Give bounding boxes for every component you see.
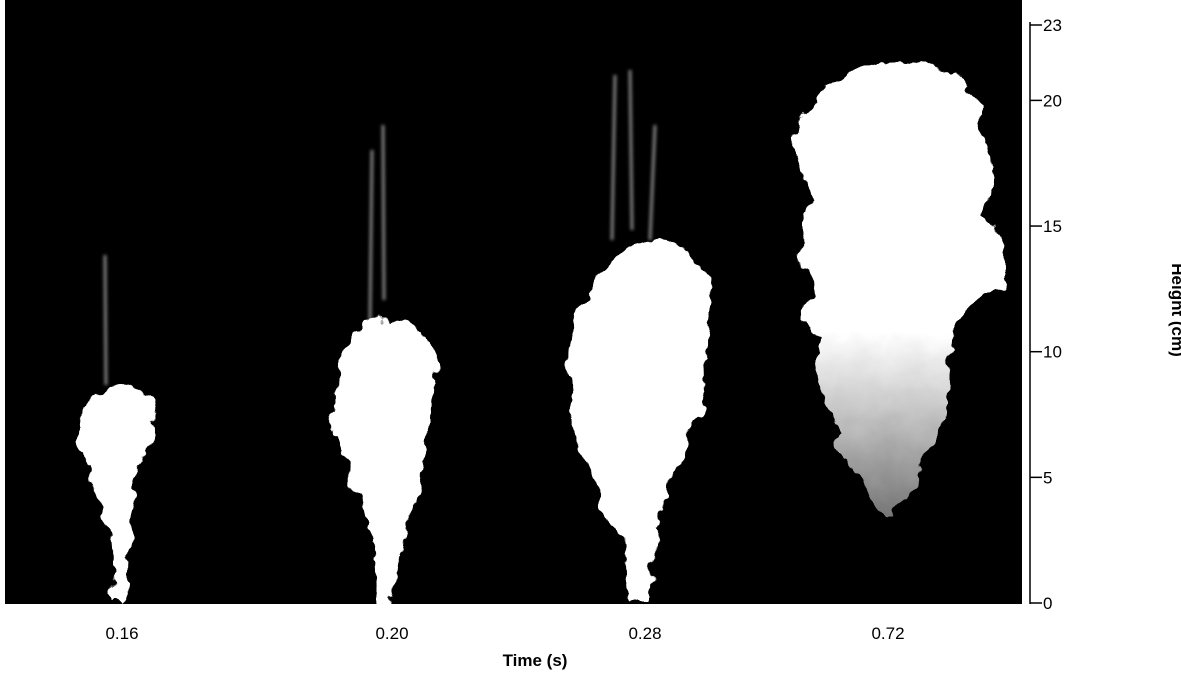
plume-streaks — [103, 69, 657, 386]
plumes — [76, 61, 1008, 604]
tick-label: 5 — [1043, 468, 1052, 487]
plume-3 — [568, 240, 712, 604]
height-axis-label: Height (cm) — [1168, 263, 1181, 357]
tick-label: 23 — [1043, 16, 1062, 35]
tick-label: 20 — [1043, 91, 1062, 110]
time-label: 0.16 — [105, 624, 138, 643]
plume-1 — [76, 384, 155, 604]
tick-label: 15 — [1043, 217, 1062, 236]
plume-4 — [797, 61, 1008, 515]
time-label: 0.20 — [375, 624, 408, 643]
x-axis-label: Time (s) — [503, 651, 568, 670]
tick-label: 10 — [1043, 343, 1062, 362]
tick-label: 0 — [1043, 594, 1052, 613]
height-ticks: 0 5 10 15 20 23 — [1030, 16, 1062, 613]
time-label: 0.28 — [628, 624, 661, 643]
time-label: 0.72 — [871, 624, 904, 643]
plume-2 — [331, 320, 437, 604]
